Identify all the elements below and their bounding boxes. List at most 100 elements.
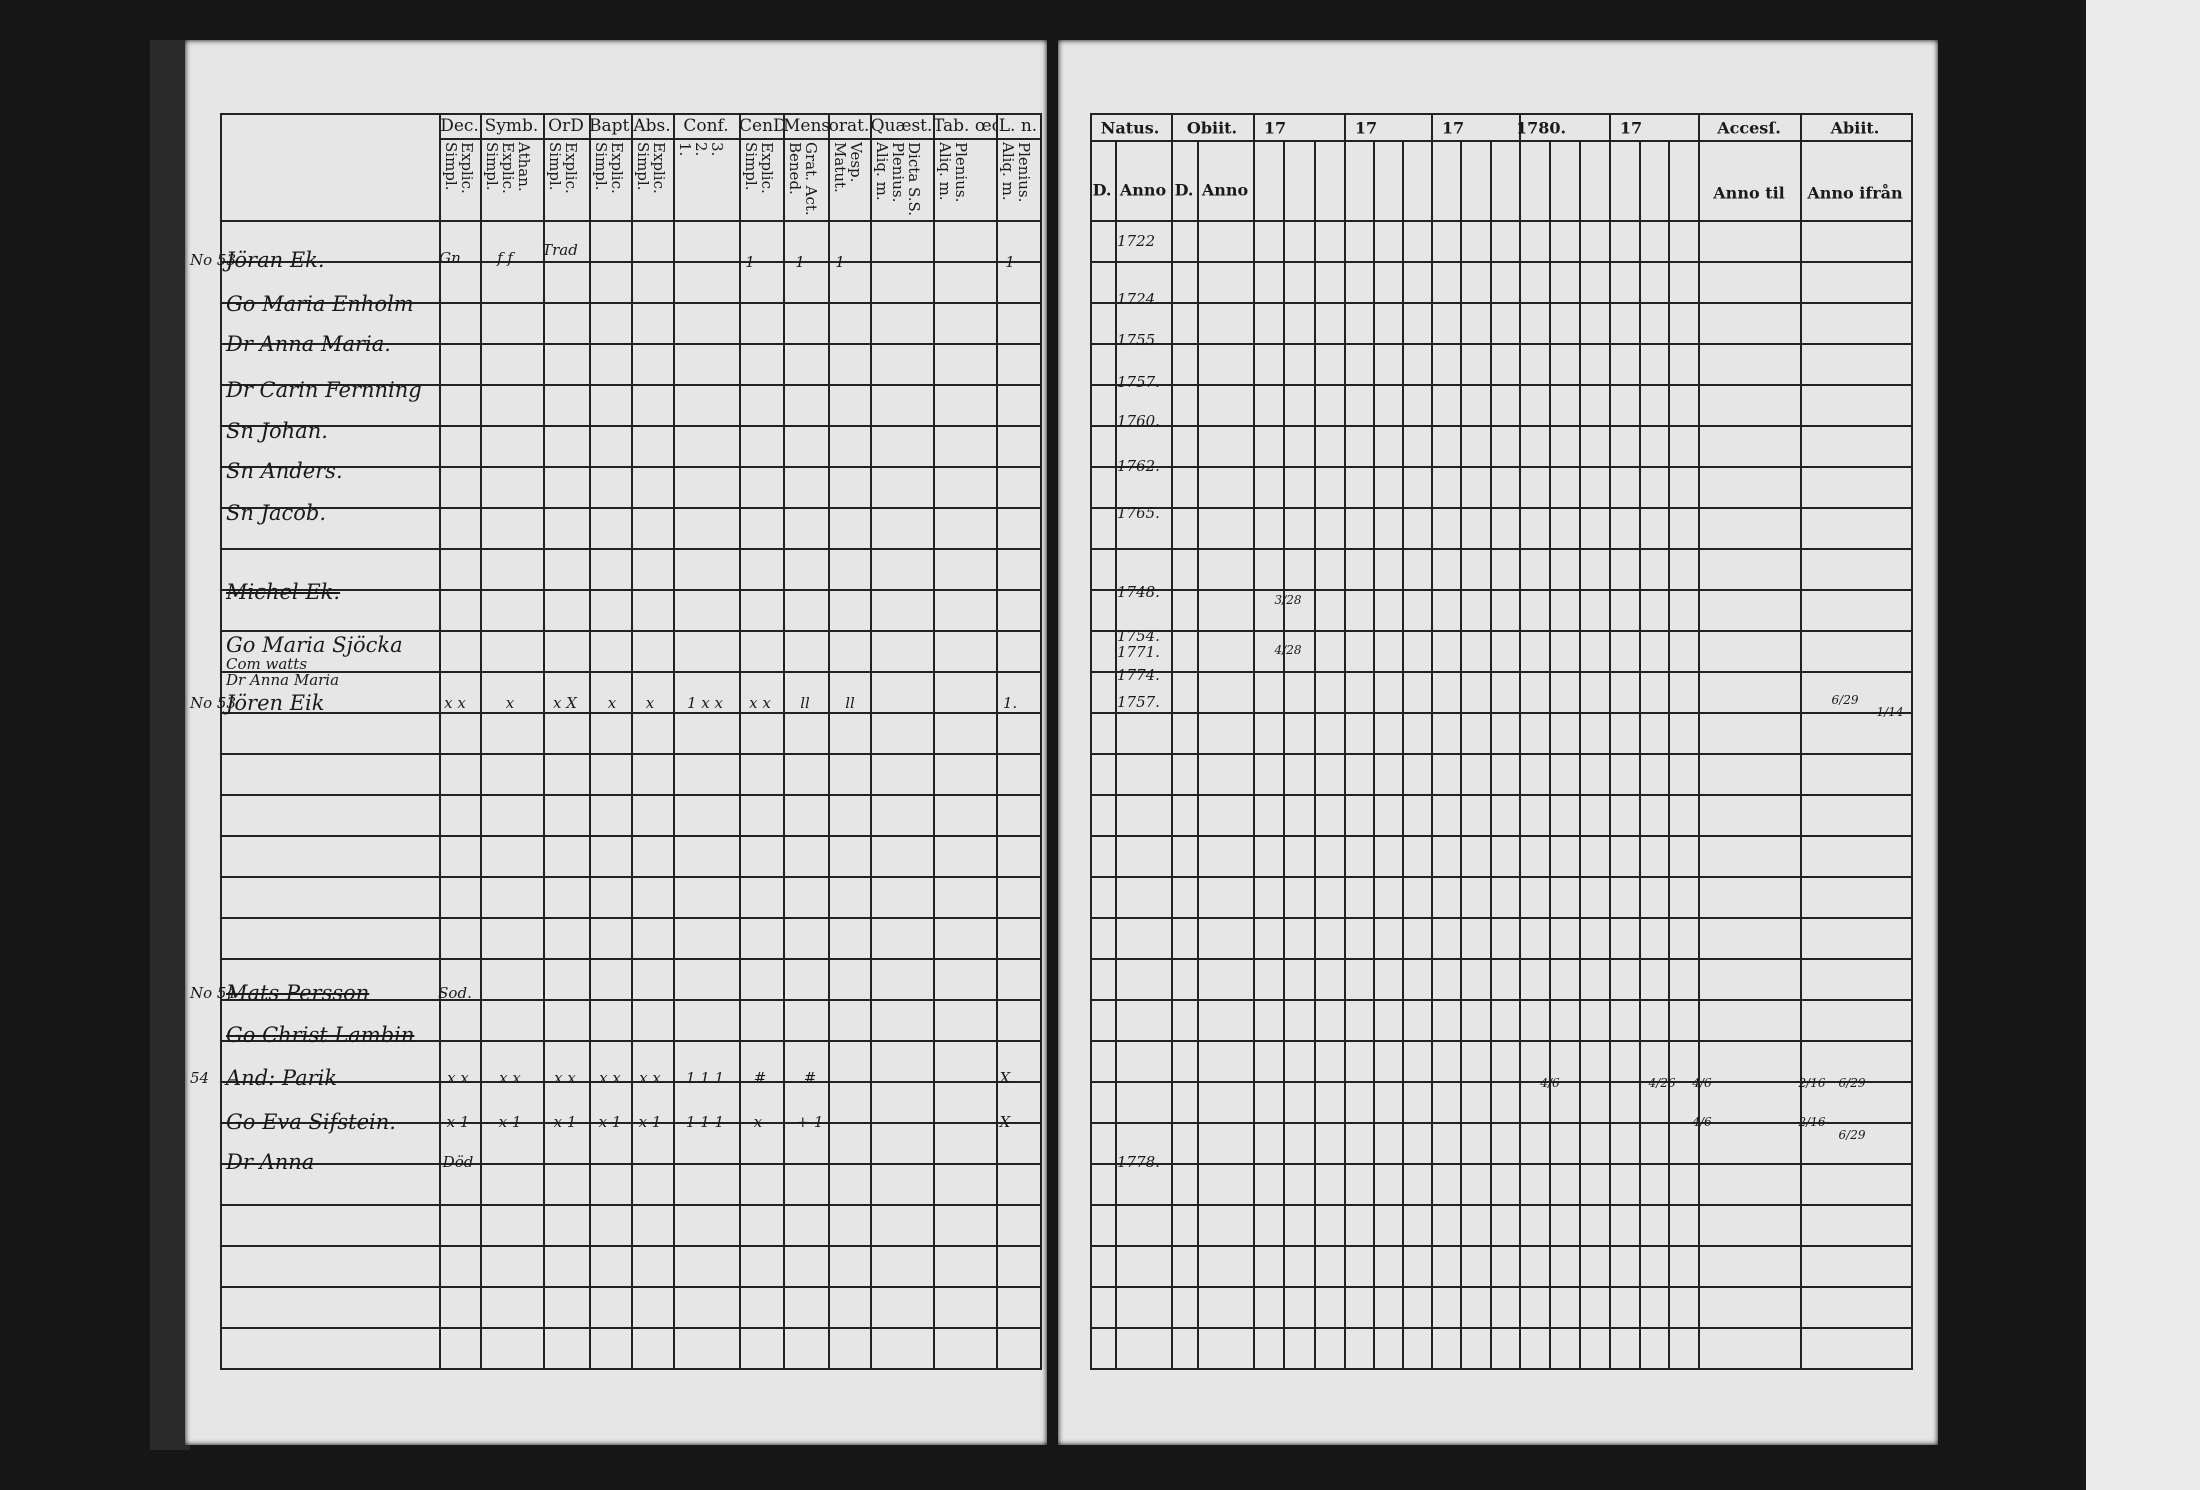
person-name: Com watts	[226, 655, 308, 673]
register-mark: x 1	[638, 1113, 662, 1131]
column-group-header: Symb.	[484, 116, 539, 136]
column-rule	[828, 113, 830, 1368]
column-rule	[1639, 140, 1641, 1368]
column-rule	[1314, 140, 1316, 1368]
header-top-rule	[1090, 113, 1913, 115]
birth-year: 1765.	[1117, 504, 1160, 522]
column-rule	[480, 113, 482, 1368]
register-mark: X	[999, 1113, 1011, 1131]
column-group-header: Abs.	[633, 116, 671, 136]
register-mark: Död	[442, 1153, 474, 1171]
register-mark: x x	[499, 1069, 521, 1087]
header-sub-rule	[1090, 140, 1913, 142]
abiit-header: Abiit.	[1830, 118, 1880, 138]
anno-header: Anno	[1119, 180, 1167, 200]
column-rule	[783, 113, 785, 1368]
birth-year: 1760.	[1117, 412, 1160, 430]
person-name: Mats Persson	[226, 981, 370, 1005]
column-group-header: orat.	[828, 116, 870, 136]
register-mark: x 1	[553, 1113, 577, 1131]
person-name: Dr Carin Fernning	[226, 378, 422, 402]
register-mark: #	[803, 1069, 817, 1087]
row-rule	[1090, 958, 1913, 960]
right-page	[1058, 40, 1938, 1445]
row-rule	[1090, 999, 1913, 1001]
column-rule	[1579, 140, 1581, 1368]
person-name: Sn Anders.	[226, 459, 343, 483]
register-mark: x x	[447, 1069, 469, 1087]
household-number: No 54	[190, 984, 237, 1002]
column-group-header: Tab. œc.	[933, 116, 996, 136]
left-page	[185, 40, 1047, 1445]
column-rule	[1911, 113, 1913, 1368]
person-name: Go Eva Sifstein.	[226, 1110, 396, 1134]
person-name: Go Maria Enholm	[226, 292, 414, 316]
row-rule	[1090, 261, 1913, 263]
column-rule	[933, 113, 935, 1368]
year-header: 17	[1441, 118, 1465, 138]
register-mark: 1	[795, 253, 805, 271]
row-rule	[1090, 466, 1913, 468]
register-mark: x	[753, 1113, 763, 1131]
row-rule	[1090, 1286, 1913, 1288]
register-mark: x x	[599, 1069, 621, 1087]
row-rule	[1090, 794, 1913, 796]
column-sub-header: 3. 2. 1.	[677, 142, 725, 157]
household-number: 54	[190, 1069, 210, 1087]
column-group-header: Dec.	[440, 116, 479, 136]
column-rule	[739, 113, 741, 1368]
register-mark: ll	[845, 694, 855, 712]
column-group-header: Conf.	[683, 116, 729, 136]
person-name: Jöran Ek.	[226, 248, 325, 272]
person-name: Go Christ Lambin	[226, 1023, 415, 1047]
column-group-header: L. n.	[998, 116, 1038, 136]
person-name: Go Maria Sjöcka	[226, 633, 403, 657]
household-number: No 53	[190, 251, 237, 269]
row-rule	[1090, 1122, 1913, 1124]
column-rule	[1344, 113, 1346, 1368]
column-rule	[1668, 140, 1670, 1368]
register-mark: x	[645, 694, 655, 712]
register-mark: 2/16	[1798, 1076, 1826, 1090]
register-mark: 4/26	[1648, 1076, 1676, 1090]
column-rule	[1431, 113, 1433, 1368]
register-mark: 6/29	[1838, 1076, 1866, 1090]
register-mark: x x	[639, 1069, 661, 1087]
person-name: Sn Johan.	[226, 419, 328, 443]
row-rule	[1090, 835, 1913, 837]
person-name: Sn Jacob.	[226, 501, 327, 525]
birth-year: 1771.	[1117, 643, 1160, 661]
column-rule	[1197, 140, 1199, 1368]
row-rule	[1090, 384, 1913, 386]
register-mark: x x	[554, 1069, 576, 1087]
row-rule	[1090, 917, 1913, 919]
row-rule	[1090, 343, 1913, 345]
register-mark: x x	[749, 694, 771, 712]
register-mark: x 1	[498, 1113, 522, 1131]
column-sub-header: Explic. Simpl.	[593, 142, 625, 194]
row-rule	[1090, 302, 1913, 304]
register-mark: 4/6	[1692, 1076, 1712, 1090]
person-name: Dr Anna Maria	[226, 671, 340, 689]
row-rule	[1090, 1040, 1913, 1042]
year-header: 17	[1263, 118, 1287, 138]
register-mark: Sod.	[438, 984, 472, 1002]
column-rule	[1090, 113, 1092, 1368]
row-rule	[1090, 630, 1913, 632]
column-rule	[220, 113, 222, 1368]
register-mark: 4/6	[1692, 1115, 1712, 1129]
birth-year: 1755.	[1117, 331, 1160, 349]
register-mark: 1	[1005, 253, 1015, 271]
register-mark: + 1	[796, 1113, 824, 1131]
day-header: D.	[1174, 180, 1194, 200]
column-sub-header: Grat. Act. Bened.	[787, 142, 819, 216]
year-header: 17	[1619, 118, 1643, 138]
column-rule	[631, 113, 633, 1368]
register-mark: #	[753, 1069, 767, 1087]
row-rule	[1090, 1163, 1913, 1165]
register-mark: 4/28	[1274, 643, 1302, 657]
birth-year: 1757.	[1117, 373, 1160, 391]
register-mark: x 1	[598, 1113, 622, 1131]
column-rule	[673, 113, 675, 1368]
register-mark: x 1	[446, 1113, 470, 1131]
